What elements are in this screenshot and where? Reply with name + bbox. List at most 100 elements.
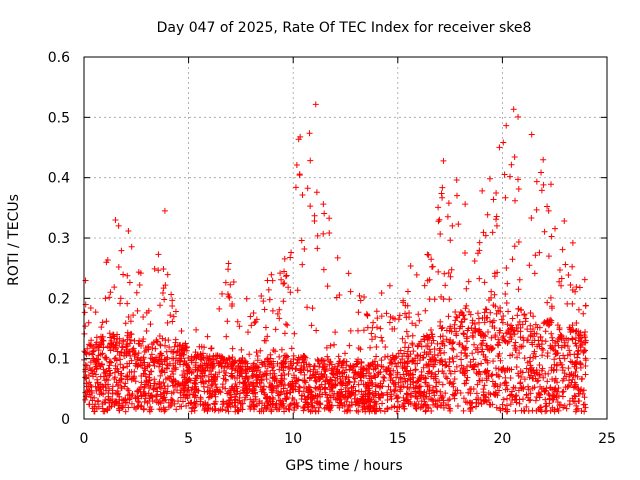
roti-point [403, 314, 410, 321]
roti-point [582, 357, 589, 364]
roti-point [393, 363, 400, 370]
roti-point [264, 277, 271, 284]
roti-point [178, 355, 185, 362]
roti-point [570, 398, 577, 405]
roti-point [295, 136, 302, 143]
roti-point [263, 376, 270, 383]
roti-point [466, 308, 473, 315]
roti-point [360, 327, 367, 334]
roti-point [378, 313, 385, 320]
roti-point [161, 408, 168, 415]
roti-point [230, 387, 237, 394]
roti-point [140, 314, 147, 321]
roti-point [350, 374, 357, 381]
roti-point [416, 340, 423, 347]
roti-point [355, 356, 362, 363]
roti-point [502, 386, 509, 393]
roti-point [561, 370, 568, 377]
roti-point [552, 225, 559, 232]
roti-point [422, 379, 429, 386]
roti-point [281, 330, 288, 337]
roti-point [556, 278, 563, 285]
roti-point [515, 286, 522, 293]
roti-point [377, 325, 384, 332]
roti-point [219, 381, 226, 388]
roti-point [183, 392, 190, 399]
roti-point [358, 358, 365, 365]
roti-point [100, 344, 107, 351]
roti-point [414, 351, 421, 358]
roti-point [429, 333, 436, 340]
roti-point [309, 395, 316, 402]
roti-point [113, 357, 120, 364]
roti-point [86, 401, 93, 408]
roti-point [500, 139, 507, 146]
roti-point [545, 370, 552, 377]
roti-point [221, 356, 228, 363]
roti-point [334, 375, 341, 382]
roti-point [395, 379, 402, 386]
roti-point [169, 302, 176, 309]
roti-point [535, 390, 542, 397]
roti-point [540, 320, 547, 327]
roti-point [353, 407, 360, 414]
roti-point [302, 379, 309, 386]
roti-point [567, 358, 574, 365]
roti-point [432, 373, 439, 380]
roti-point [388, 396, 395, 403]
roti-point [291, 407, 298, 414]
roti-point [192, 381, 199, 388]
roti-point [288, 249, 295, 256]
roti-point [502, 379, 509, 386]
roti-point [484, 359, 491, 366]
roti-point [548, 317, 555, 324]
roti-point [420, 354, 427, 361]
roti-point [115, 382, 122, 389]
roti-point [320, 266, 327, 273]
roti-point [511, 396, 518, 403]
roti-point [99, 319, 106, 326]
roti-point [481, 398, 488, 405]
roti-point [237, 390, 244, 397]
roti-point [393, 392, 400, 399]
roti-point [412, 355, 419, 362]
roti-point [277, 402, 284, 409]
roti-point [383, 368, 390, 375]
roti-point [209, 364, 216, 371]
roti-point [464, 374, 471, 381]
roti-point [527, 322, 534, 329]
roti-point [312, 101, 319, 108]
y-tick-label: 0.6 [48, 50, 70, 66]
roti-point [512, 345, 519, 352]
roti-point [447, 273, 454, 280]
roti-point [356, 292, 363, 299]
roti-point [259, 387, 266, 394]
roti-point [103, 387, 110, 394]
roti-point [578, 407, 585, 414]
roti-point [472, 325, 479, 332]
roti-point [407, 367, 414, 374]
roti-point [268, 389, 275, 396]
roti-point [95, 356, 102, 363]
roti-point [342, 376, 349, 383]
roti-point [440, 404, 447, 411]
roti-point [129, 375, 136, 382]
roti-point [540, 374, 547, 381]
roti-point [469, 319, 476, 326]
roti-point [465, 278, 472, 285]
roti-point [285, 284, 292, 291]
roti-point [180, 392, 187, 399]
roti-point [569, 395, 576, 402]
roti-point [306, 375, 313, 382]
roti-point [107, 334, 114, 341]
roti-point [103, 406, 110, 413]
roti-point [478, 341, 485, 348]
roti-point [201, 368, 208, 375]
roti-point [416, 388, 423, 395]
roti-point [282, 321, 289, 328]
roti-point [107, 289, 114, 296]
roti-point [135, 402, 142, 409]
roti-point [407, 351, 414, 358]
roti-point [440, 296, 447, 303]
roti-point [347, 327, 354, 334]
